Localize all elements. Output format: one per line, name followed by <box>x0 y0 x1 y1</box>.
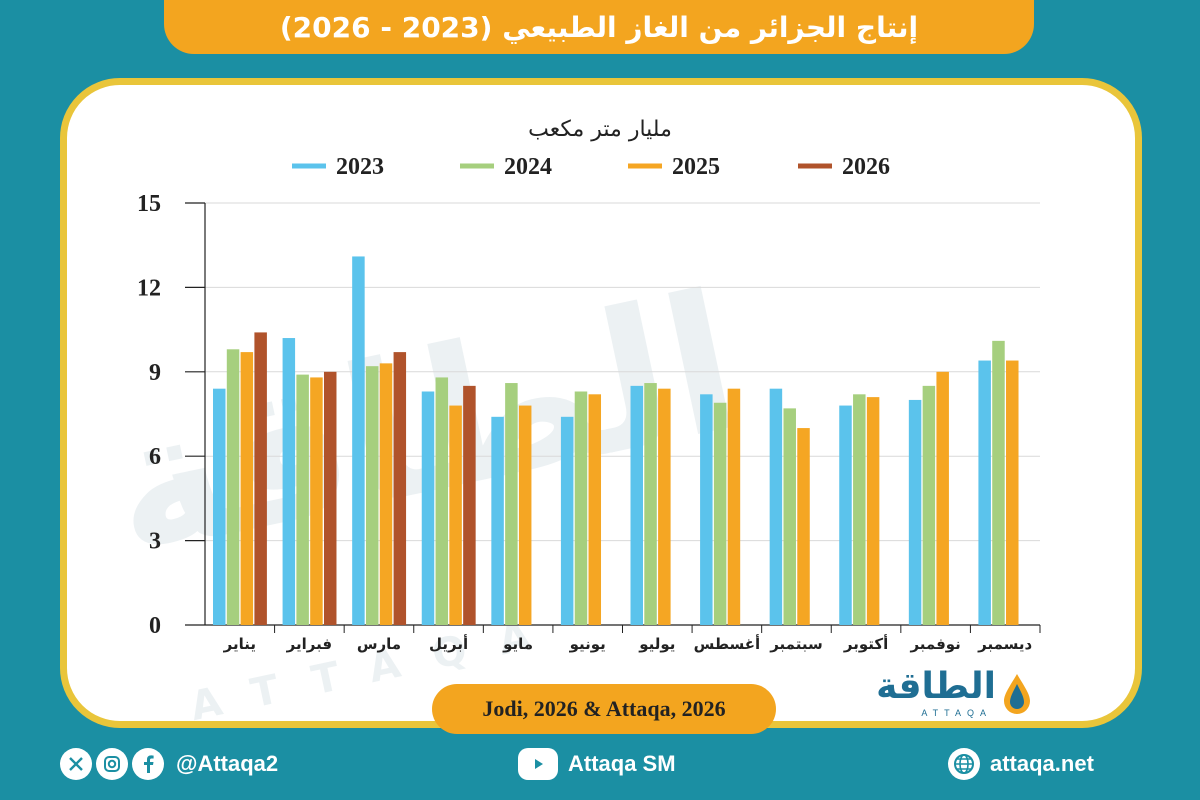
x-tick-label: أبريل <box>429 634 468 653</box>
bar-2023 <box>978 360 991 625</box>
bar-2024 <box>783 408 796 625</box>
social-footer: @Attaqa2 <box>60 740 278 788</box>
bar-2024 <box>365 366 379 625</box>
y-tick-label: 0 <box>149 613 161 639</box>
bar-2025 <box>658 388 671 625</box>
bar-2023 <box>282 338 296 625</box>
bar-2025 <box>1006 360 1019 625</box>
bar-2023 <box>630 385 643 625</box>
globe-icon[interactable] <box>948 748 980 780</box>
bar-2025 <box>310 377 323 625</box>
bar-2026 <box>393 352 407 625</box>
drop-icon <box>1004 674 1030 714</box>
y-tick-label: 3 <box>149 529 161 555</box>
source-text: Jodi, 2026 & Attaqa, 2026 <box>482 696 726 721</box>
youtube-footer: Attaqa SM <box>518 740 676 788</box>
bar-2023 <box>421 391 435 625</box>
bar-2023 <box>491 416 504 625</box>
bar-2023 <box>560 416 574 625</box>
bar-2025 <box>797 428 810 625</box>
bar-2025 <box>588 394 602 625</box>
bar-2026 <box>323 371 337 625</box>
x-icon[interactable] <box>60 748 92 780</box>
bar-2025 <box>518 405 532 625</box>
bar-2025 <box>727 388 741 625</box>
bar-2025 <box>240 352 254 625</box>
x-tick-label: سبتمبر <box>769 635 823 653</box>
title-banner: إنتاج الجزائر من الغاز الطبيعي (2023 - 2… <box>164 0 1034 54</box>
x-tick-label: أغسطس <box>694 634 760 653</box>
x-tick-label: فبراير <box>286 635 332 653</box>
social-handle[interactable]: @Attaqa2 <box>176 751 279 776</box>
bar-2024 <box>922 385 936 625</box>
bar-2025 <box>379 363 393 625</box>
bar-2023 <box>839 405 852 625</box>
x-tick-label: يونيو <box>569 635 606 653</box>
y-tick-label: 6 <box>149 444 161 470</box>
bar-2023 <box>213 388 226 625</box>
legend-label-2024: 2024 <box>504 154 552 180</box>
bar-2025 <box>866 397 880 625</box>
youtube-handle[interactable]: Attaqa SM <box>568 751 676 776</box>
logo-latin: ATTAQA <box>921 708 992 718</box>
y-tick-label: 9 <box>149 360 161 386</box>
legend-label-2026: 2026 <box>842 154 890 180</box>
unit-label: مليار متر مكعب <box>528 117 672 142</box>
bar-2023 <box>700 394 713 625</box>
legend-label-2023: 2023 <box>336 154 384 180</box>
instagram-icon[interactable] <box>96 748 128 780</box>
bar-2023 <box>352 256 365 625</box>
y-tick-label: 15 <box>137 191 161 217</box>
x-tick-label: مارس <box>357 635 401 653</box>
chart-title: إنتاج الجزائر من الغاز الطبيعي (2023 - 2… <box>279 10 919 44</box>
x-tick-label: أكتوبر <box>843 634 888 653</box>
youtube-icon[interactable] <box>518 748 558 780</box>
website-link[interactable]: attaqa.net <box>990 751 1094 776</box>
x-tick-label: يوليو <box>638 635 675 653</box>
bar-2024 <box>574 391 588 625</box>
x-tick-label: نوفمبر <box>909 635 960 653</box>
bar-2023 <box>769 388 783 625</box>
y-tick-label: 12 <box>137 275 161 301</box>
legend-label-2025: 2025 <box>672 154 720 180</box>
source-pill: Jodi, 2026 & Attaqa, 2026 <box>432 684 776 734</box>
attaqa-logo: الطاقة ATTAQA <box>836 666 1036 724</box>
bar-2024 <box>505 383 518 625</box>
bar-2025 <box>449 405 462 625</box>
x-tick-label: يناير <box>223 635 256 653</box>
bar-2024 <box>713 402 727 625</box>
bar-2024 <box>435 377 449 625</box>
bar-2024 <box>296 374 309 625</box>
bar-2025 <box>936 371 949 625</box>
x-tick-label: ديسمبر <box>977 635 1032 653</box>
facebook-icon[interactable] <box>132 748 164 780</box>
bar-2026 <box>254 332 267 625</box>
website-footer: attaqa.net <box>948 740 1094 788</box>
x-tick-label: مايو <box>502 635 533 653</box>
bar-2026 <box>463 385 476 625</box>
bar-2024 <box>853 394 866 625</box>
bar-2024 <box>992 340 1005 625</box>
bar-2023 <box>908 399 922 625</box>
bar-2024 <box>644 383 657 625</box>
bar-2024 <box>226 349 240 625</box>
logo-arabic: الطاقة <box>876 666 996 707</box>
